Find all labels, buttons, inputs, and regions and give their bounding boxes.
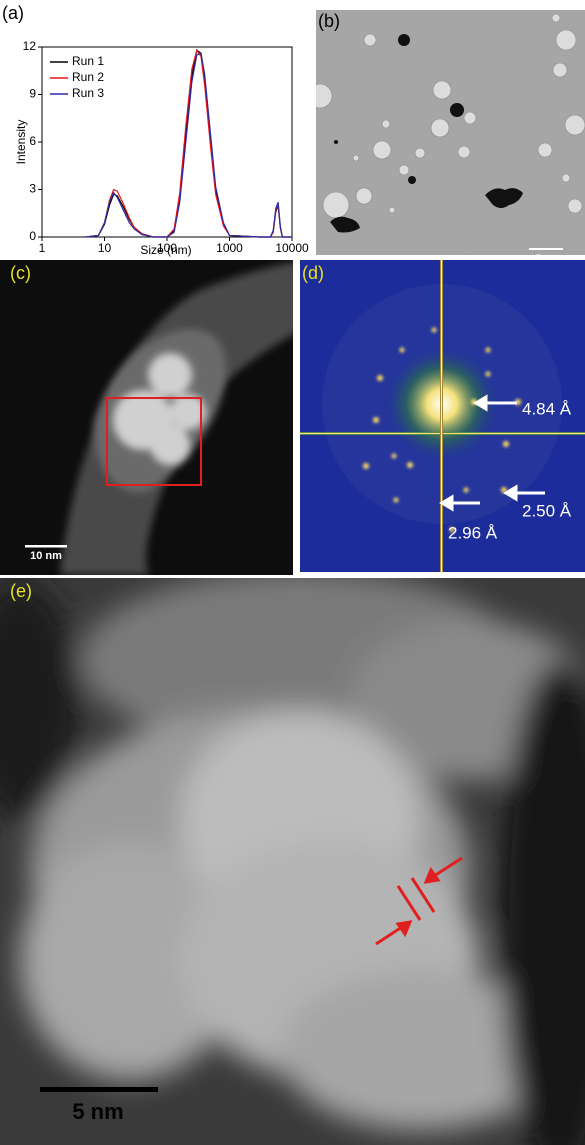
- x-tick-label: 1: [39, 241, 46, 255]
- x-tick-label: 100: [157, 241, 177, 255]
- x-axis-label: Size (nm): [140, 243, 191, 257]
- y-axis-label: Intensity: [14, 120, 28, 165]
- data-line: [85, 52, 292, 238]
- panel-label: (d): [302, 263, 324, 283]
- annotation: 4.84 Å: [522, 399, 572, 418]
- scale-bar-label: 5 nm: [72, 1099, 123, 1124]
- panel-label: (a): [2, 3, 24, 23]
- panel-label: (e): [10, 581, 32, 601]
- y-tick-label: 9: [29, 87, 36, 101]
- x-tick-label: 10: [98, 241, 112, 255]
- stem-image: [0, 260, 293, 575]
- haadf-image: [0, 578, 585, 1145]
- legend-label: Run 1: [72, 54, 104, 68]
- sem-image: [316, 10, 585, 255]
- y-tick-label: 3: [29, 182, 36, 196]
- panel-label: (b): [318, 11, 340, 31]
- x-tick-label: 1000: [216, 241, 243, 255]
- panel-label: (c): [10, 263, 31, 283]
- data-line: [85, 49, 292, 238]
- data-line: [85, 48, 292, 238]
- scale-bar-label: 2 μm: [536, 252, 556, 262]
- scale-bar-label: 10 nm: [30, 550, 62, 562]
- plot: 1 10 100 1000 10000 0 3 6 9 12 Run 1 Run 2 Run 3: [23, 39, 309, 255]
- fft-image: [300, 260, 585, 572]
- y-tick-label: 0: [29, 229, 36, 243]
- x-tick-label: 10000: [275, 241, 309, 255]
- annotation: 2.96 Å: [448, 523, 498, 542]
- y-tick-label: 12: [23, 39, 37, 53]
- annotation: 2.50 Å: [522, 501, 572, 520]
- legend-label: Run 2: [72, 70, 104, 84]
- legend-label: Run 3: [72, 86, 104, 100]
- y-tick-label: 6: [29, 134, 36, 148]
